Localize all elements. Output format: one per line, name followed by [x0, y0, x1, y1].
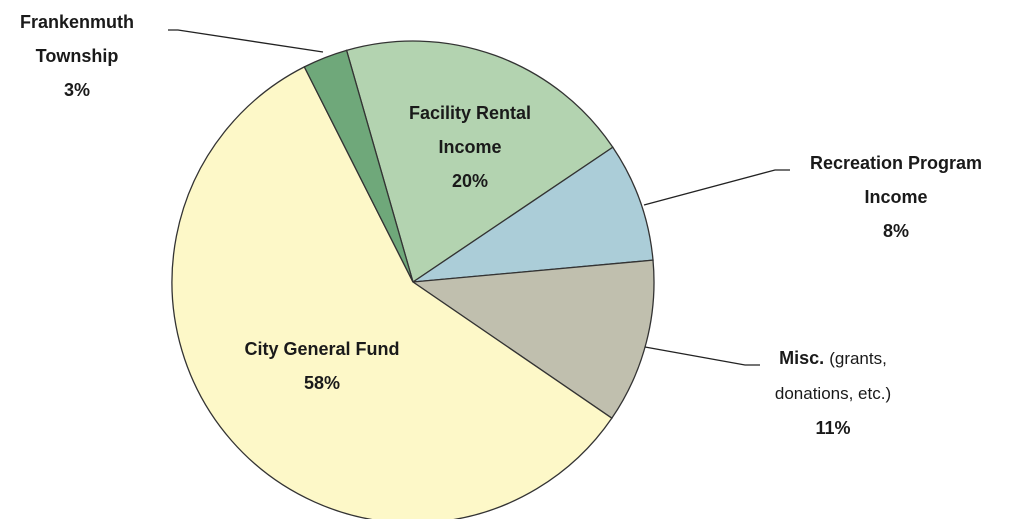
- leader-line: [643, 169, 790, 206]
- pie-slice: [412, 146, 654, 283]
- slice-label: Recreation Program Income 8%: [801, 146, 991, 248]
- annotation: (grants, donations, etc.): [774, 349, 892, 403]
- value-label: 11%: [815, 418, 851, 438]
- category-name: Misc.: [779, 348, 825, 368]
- category-name: Frankenmuth Township: [19, 12, 134, 66]
- pie-slice: [411, 259, 655, 420]
- pie-slice: [345, 40, 614, 284]
- pie-slice: [303, 49, 414, 283]
- value-label: 3%: [63, 80, 90, 100]
- pie-slice: [171, 66, 613, 519]
- slice-label: Facility Rental Income 20%: [390, 96, 550, 198]
- value-label: 20%: [451, 171, 489, 191]
- leader-line: [644, 346, 760, 366]
- category-name: Recreation Program Income: [809, 153, 983, 207]
- slice-label: Frankenmuth Township 3%: [12, 5, 142, 107]
- slice-label: Misc. (grants, donations, etc.) 11%: [748, 341, 918, 445]
- value-label: 8%: [882, 221, 909, 241]
- category-name: City General Fund: [244, 339, 400, 359]
- leader-line: [168, 29, 324, 53]
- slice-label: City General Fund 58%: [222, 332, 422, 400]
- category-name: Facility Rental Income: [408, 103, 532, 157]
- value-label: 58%: [303, 373, 341, 393]
